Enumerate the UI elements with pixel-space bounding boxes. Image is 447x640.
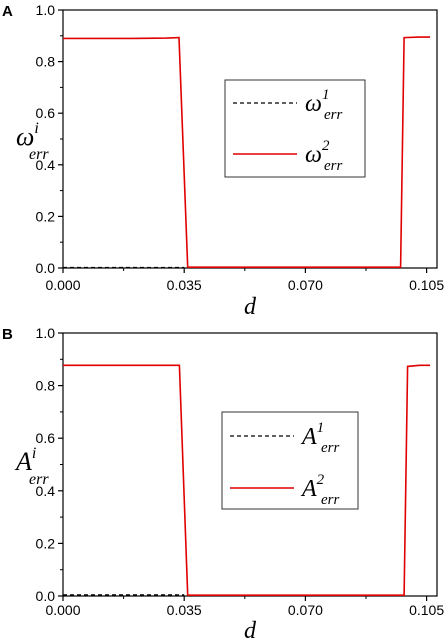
series-line-2 (63, 364, 431, 597)
legend-label-1: ω1 err (305, 87, 342, 123)
legend-box (224, 79, 366, 178)
y-tick-label: 1.0 (36, 2, 56, 18)
legend-label-sup: 1 (322, 87, 330, 103)
x-tick-label: 0.000 (45, 602, 80, 618)
y-axis-title: Ai err (14, 445, 49, 488)
legend-label-base: ω (305, 142, 322, 168)
panel-letter: A (2, 3, 13, 20)
y-tick-label: 0.2 (36, 535, 56, 551)
legend-label-base: A (300, 476, 317, 502)
y-axis-title-sub: err (29, 146, 49, 163)
x-tick-label: 0.035 (167, 602, 202, 618)
y-tick-label: 1.0 (36, 325, 56, 341)
legend-label-sup: 2 (317, 472, 325, 488)
legend-label-base: A (300, 424, 317, 450)
legend-label-sup: 1 (317, 420, 325, 436)
y-axis-title-sup: i (32, 445, 36, 462)
legend-label-1: A1 err (300, 420, 339, 456)
x-axis-title: d (244, 618, 257, 640)
legend-label-sub: err (324, 107, 342, 123)
panel-letter: B (2, 326, 13, 343)
y-tick-label: 0.2 (36, 208, 56, 224)
x-axis-title: d (244, 294, 257, 320)
y-tick-label: 0.6 (36, 105, 56, 121)
x-tick-label: 0.105 (409, 602, 444, 618)
y-tick-label: 0.6 (36, 430, 56, 446)
x-tick-label: 0.070 (288, 602, 323, 618)
legend-box (221, 411, 359, 510)
y-tick-label: 0.8 (36, 378, 56, 394)
y-tick-label: 0.4 (36, 483, 56, 499)
y-tick-label: 0.4 (36, 157, 56, 173)
y-tick-label: 0.0 (36, 588, 56, 604)
x-tick-label: 0.070 (288, 277, 323, 293)
x-tick-label: 0.035 (167, 277, 202, 293)
legend-label-sub: err (321, 492, 339, 508)
legend-label-2: ω2 err (305, 138, 342, 174)
chart-panel-a: A 0.0 0.2 0.4 0.6 0.8 1.0 0.000 0.035 0.070 0.105 d… (2, 2, 444, 320)
y-tick-label: 0.8 (36, 54, 56, 70)
y-axis-title-base: A (14, 447, 32, 476)
legend-label-sub: err (321, 440, 339, 456)
chart-panel-b: B 0.0 0.2 0.4 0.6 0.8 1.0 0.000 0.035 0.070 0.105 d… (2, 325, 444, 640)
x-tick-label: 0.000 (45, 277, 80, 293)
y-axis-title-sup: i (34, 120, 38, 137)
y-axis-title-sub: err (29, 471, 49, 488)
y-tick-label: 0.0 (36, 260, 56, 276)
y-axis-title-base: ω (16, 122, 34, 151)
legend-label-base: ω (305, 91, 322, 117)
series-line-2 (63, 36, 431, 269)
legend-label-2: A2 err (300, 472, 339, 508)
x-tick-label: 0.105 (409, 277, 444, 293)
y-axis-title: ωi err (16, 120, 49, 163)
legend-label-sup: 2 (322, 138, 330, 154)
legend-label-sub: err (324, 158, 342, 174)
